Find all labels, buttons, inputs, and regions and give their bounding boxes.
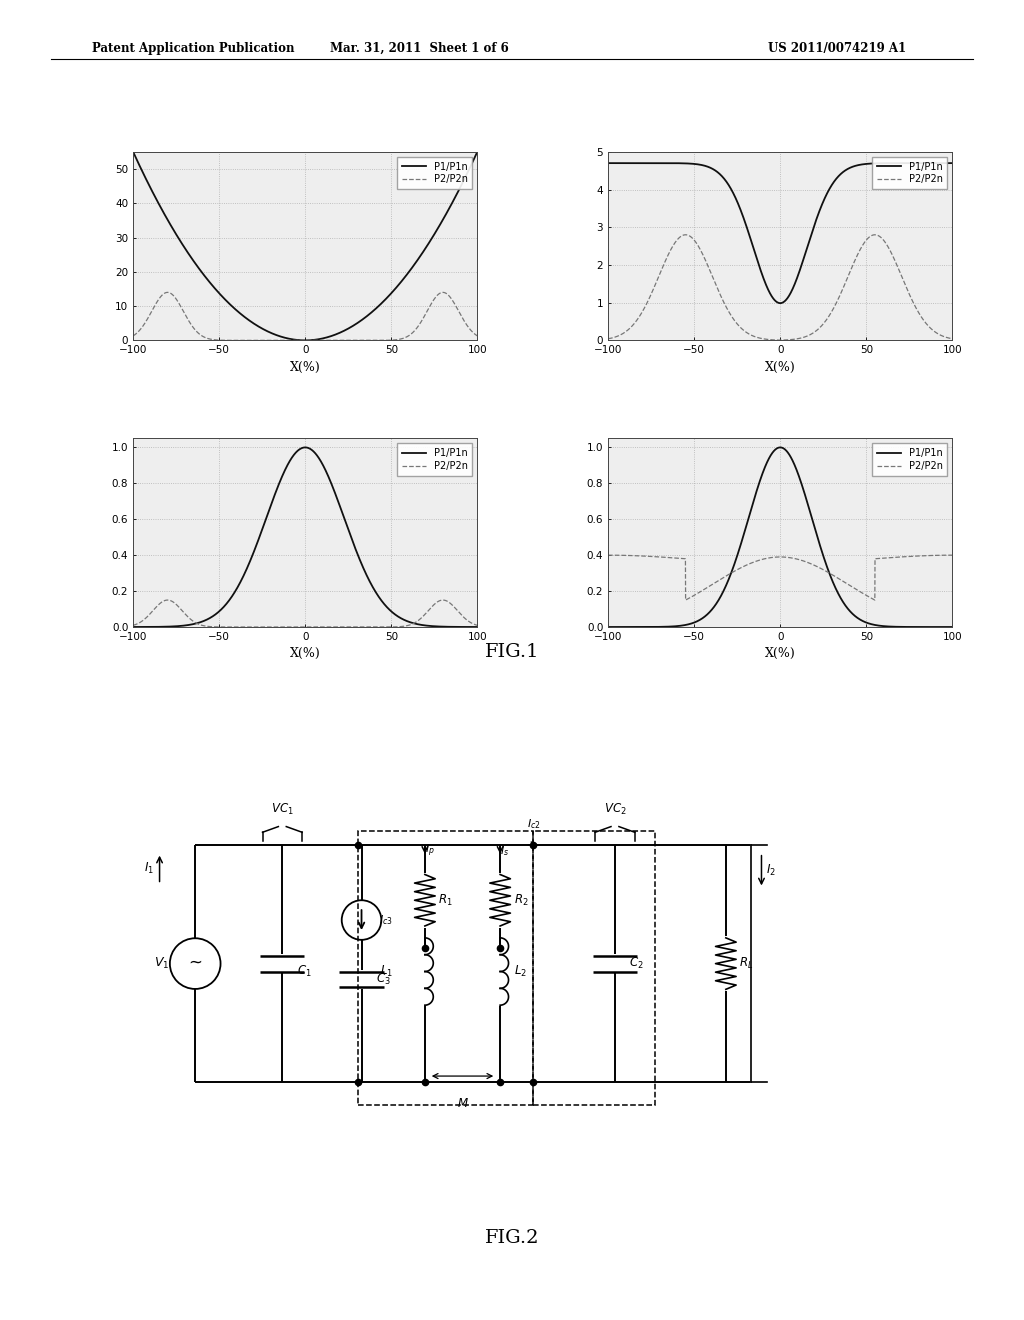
Text: $I_{c2}$: $I_{c2}$	[526, 817, 541, 830]
Text: $VC_2$: $VC_2$	[603, 803, 627, 817]
X-axis label: X(%): X(%)	[765, 360, 796, 374]
Text: $I_p$: $I_p$	[425, 842, 434, 859]
X-axis label: X(%): X(%)	[765, 647, 796, 660]
Text: ~: ~	[188, 953, 202, 972]
Text: $L_2$: $L_2$	[514, 964, 527, 979]
Text: FIG.1: FIG.1	[484, 643, 540, 661]
Text: FIG.2: FIG.2	[484, 1229, 540, 1247]
Text: $C_3$: $C_3$	[376, 972, 390, 987]
Text: $R_L$: $R_L$	[739, 956, 754, 972]
Legend: P1/P1n, P2/P2n: P1/P1n, P2/P2n	[871, 444, 947, 477]
Text: $I_2$: $I_2$	[766, 863, 776, 878]
Text: $V_1$: $V_1$	[155, 956, 170, 972]
Bar	[534, 830, 654, 1105]
Text: $I_{c3}$: $I_{c3}$	[379, 913, 393, 927]
Text: Mar. 31, 2011  Sheet 1 of 6: Mar. 31, 2011 Sheet 1 of 6	[331, 42, 509, 55]
Text: $C_1$: $C_1$	[297, 964, 311, 979]
Text: US 2011/0074219 A1: US 2011/0074219 A1	[768, 42, 906, 55]
Text: $I_1$: $I_1$	[143, 861, 154, 876]
Legend: P1/P1n, P2/P2n: P1/P1n, P2/P2n	[871, 157, 947, 189]
X-axis label: X(%): X(%)	[290, 360, 321, 374]
Legend: P1/P1n, P2/P2n: P1/P1n, P2/P2n	[396, 157, 472, 189]
Text: $M$: $M$	[457, 1097, 468, 1110]
Text: $I_s$: $I_s$	[501, 843, 510, 858]
X-axis label: X(%): X(%)	[290, 647, 321, 660]
Text: $L_1$: $L_1$	[380, 964, 393, 979]
Bar	[357, 830, 534, 1105]
Text: $R_2$: $R_2$	[514, 892, 528, 908]
Text: $C_2$: $C_2$	[629, 956, 644, 972]
Legend: P1/P1n, P2/P2n: P1/P1n, P2/P2n	[396, 444, 472, 477]
Text: Patent Application Publication: Patent Application Publication	[92, 42, 295, 55]
Text: $R_1$: $R_1$	[438, 892, 453, 908]
Text: $VC_1$: $VC_1$	[271, 803, 294, 817]
